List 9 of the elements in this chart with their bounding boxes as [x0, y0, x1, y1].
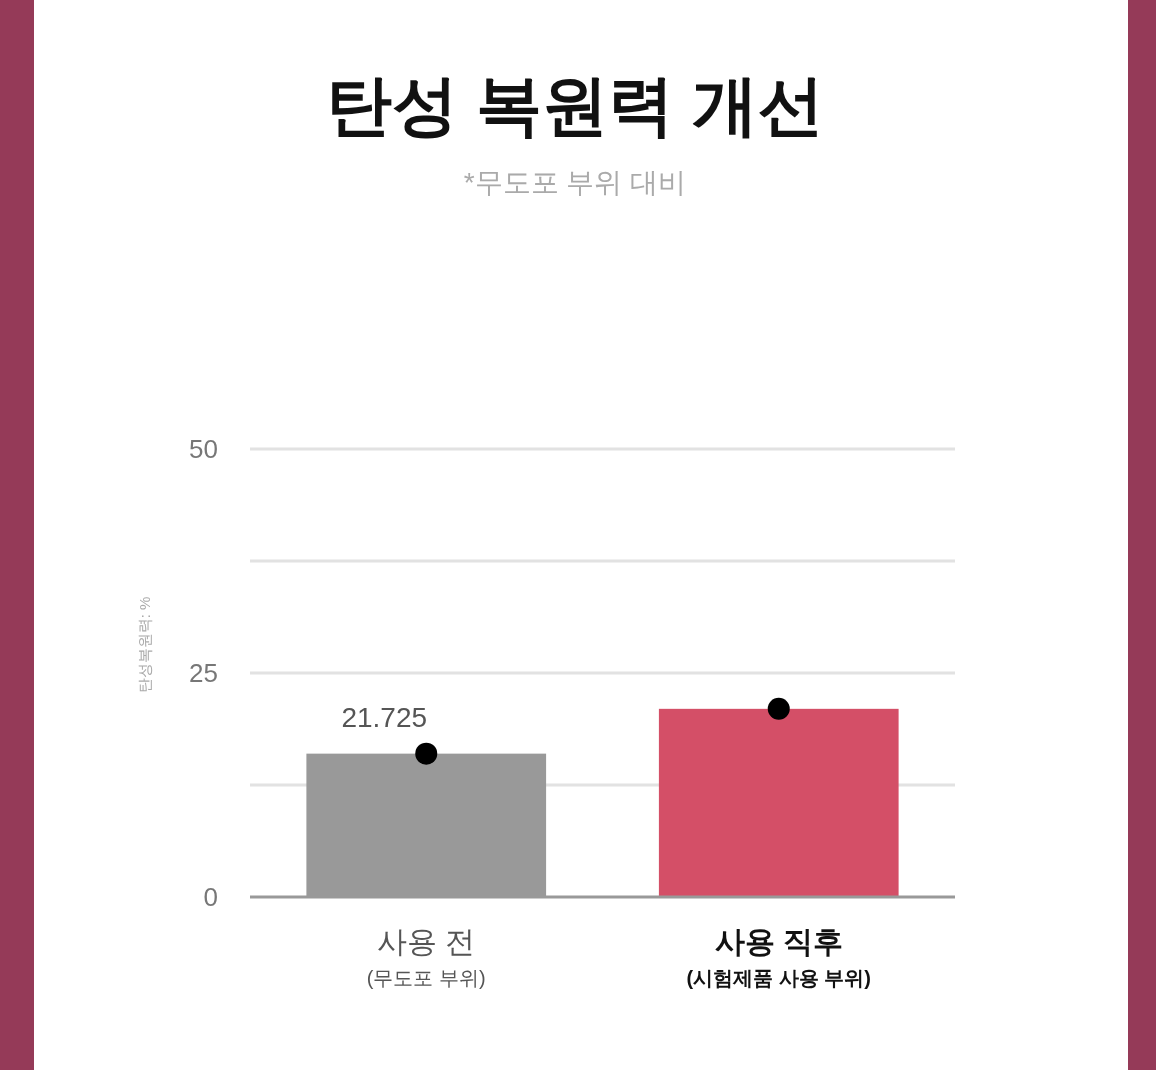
y-tick-label: 25 — [189, 658, 218, 688]
y-tick-label: 50 — [189, 434, 218, 464]
chart-title: 탄성 복원력 개선 — [325, 68, 825, 142]
x-tick-label: 사용 직후 (시험제품 사용 부위) — [686, 925, 871, 989]
x-tick-label: 사용 전 (무도포 부위) — [366, 925, 486, 989]
y-tick-label: 0 — [203, 882, 218, 912]
annotation: 21.725 — [341, 702, 428, 733]
y-axis-title: 탄성복원력: % — [136, 596, 153, 694]
chart-subtitle: *무도포 부위 대비 — [463, 167, 687, 198]
